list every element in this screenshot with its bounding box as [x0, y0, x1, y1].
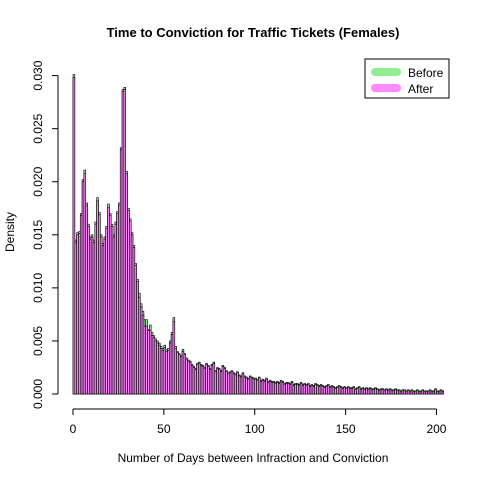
legend-swatch-before	[371, 68, 401, 76]
legend-label-before: Before	[408, 66, 444, 80]
x-tick-label-50: 50	[157, 422, 171, 436]
chart-title: Time to Conviction for Traffic Tickets (…	[107, 25, 400, 40]
x-tick-label-200: 200	[426, 422, 446, 436]
y-tick-label-2: 0.010	[31, 273, 45, 303]
y-axis: 0.000 0.005 0.010 0.015 0.020 0.025 0.030	[31, 60, 59, 409]
legend: Before After	[364, 58, 450, 99]
y-tick-label-6: 0.030	[31, 60, 45, 90]
histogram-bars	[72, 74, 445, 395]
x-axis: 0 50 100 150 200	[70, 408, 447, 436]
y-tick-label-1: 0.005	[31, 326, 45, 356]
legend-swatch-after	[371, 84, 401, 92]
y-tick-label-4: 0.020	[31, 166, 45, 196]
legend-label-after: After	[408, 82, 433, 96]
x-tick-label-150: 150	[336, 422, 356, 436]
y-tick-label-3: 0.015	[31, 219, 45, 249]
x-axis-label: Number of Days between Infraction and Co…	[118, 451, 389, 465]
x-tick-label-100: 100	[245, 422, 265, 436]
bar-after-203	[441, 391, 445, 395]
bar-after-0	[72, 77, 76, 395]
y-tick-label-0: 0.000	[31, 379, 45, 409]
x-tick-label-0: 0	[70, 422, 77, 436]
y-tick-label-5: 0.025	[31, 113, 45, 143]
y-axis-label: Density	[3, 212, 17, 252]
